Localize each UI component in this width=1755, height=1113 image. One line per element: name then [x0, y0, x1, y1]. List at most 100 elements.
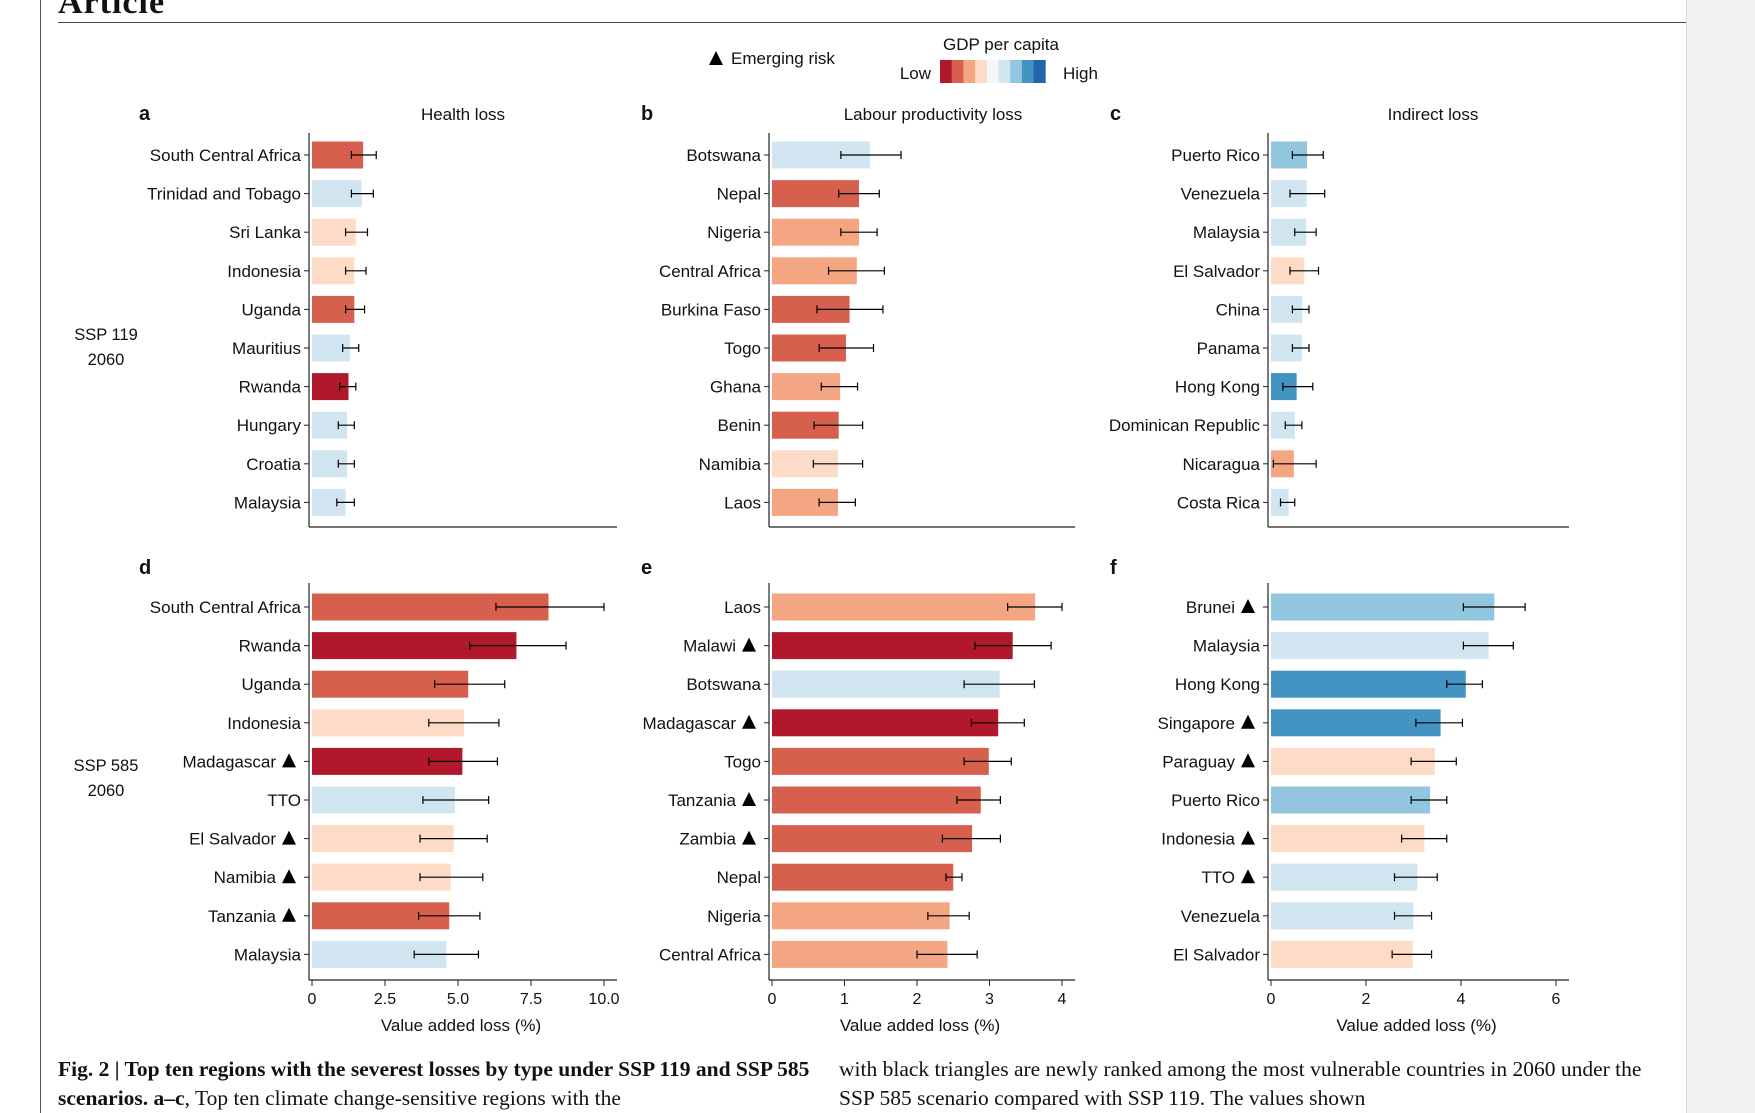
panel-b-category-5: Togo	[724, 339, 761, 358]
panel-d-emerging-triangle-icon-7	[282, 869, 296, 884]
legend-swatch-1	[951, 60, 964, 83]
panel-d-category-7: Namibia	[214, 868, 277, 887]
panel-f-emerging-triangle-icon-0	[1241, 599, 1255, 613]
panel-e-bar-7	[772, 863, 954, 891]
legend-swatch-8	[1033, 60, 1046, 83]
panel-d-emerging-triangle-icon-8	[282, 907, 296, 922]
right-margin-line	[1686, 0, 1687, 1113]
panel-f-category-0: Brunei	[1186, 598, 1235, 617]
panel-e-category-2: Botswana	[686, 675, 761, 694]
panel-c-letter: c	[1110, 103, 1121, 125]
panel-c-category-1: Venezuela	[1181, 185, 1261, 204]
panel-f-bar-4	[1271, 747, 1435, 775]
panel-d-xtick-label-4: 10.0	[588, 991, 619, 1008]
panel-e-emerging-triangle-icon-6	[742, 830, 756, 845]
panel-d-xtick-label-3: 7.5	[520, 991, 542, 1008]
panel-e-category-3: Madagascar	[642, 714, 736, 733]
panel-f-xtick-label-0: 0	[1267, 991, 1276, 1008]
panel-f-category-9: El Salvador	[1173, 945, 1260, 964]
panel-d-category-4: Madagascar	[182, 752, 276, 771]
panel-d-category-5: TTO	[267, 791, 301, 810]
panel-c-category-5: Panama	[1197, 339, 1261, 358]
panel-a-category-8: Croatia	[246, 455, 301, 474]
panel-a-title: Health loss	[421, 105, 505, 124]
caption-left-rest: , Top ten climate change-sensitive regio…	[184, 1086, 621, 1110]
panel-e-emerging-triangle-icon-5	[742, 792, 756, 806]
panel-b-title: Labour productivity loss	[844, 105, 1023, 124]
legend-high-label: High	[1063, 64, 1098, 83]
panel-d-category-1: Rwanda	[239, 637, 302, 656]
panel-f-category-5: Puerto Rico	[1171, 791, 1260, 810]
panel-f-xlabel: Value added loss (%)	[1336, 1016, 1496, 1035]
panel-b-category-3: Central Africa	[659, 262, 762, 281]
legend-swatch-6	[1010, 60, 1023, 83]
caption-left: Fig. 2 | Top ten regions with the severe…	[58, 1055, 818, 1113]
panel-d-emerging-triangle-icon-4	[282, 753, 296, 768]
panel-c-category-0: Puerto Rico	[1171, 146, 1260, 165]
scenario-top-year: 2060	[88, 351, 125, 369]
panel-c-category-4: China	[1216, 300, 1261, 319]
panel-b-category-6: Ghana	[710, 378, 762, 397]
panel-f-category-4: Paraguay	[1162, 752, 1235, 771]
panel-a-category-6: Rwanda	[239, 378, 302, 397]
panel-e-category-5: Tanzania	[668, 791, 737, 810]
panel-e-category-7: Nepal	[717, 868, 761, 887]
panel-d-xtick-label-0: 0	[308, 991, 317, 1008]
panel-b-category-8: Namibia	[699, 455, 762, 474]
panel-f-category-1: Malaysia	[1193, 637, 1261, 656]
panel-f-xtick-label-1: 2	[1362, 991, 1371, 1008]
scenario-bottom-year: 2060	[88, 782, 125, 800]
panel-a-category-2: Sri Lanka	[229, 223, 301, 242]
panel-c-category-2: Malaysia	[1193, 223, 1261, 242]
panel-f-bar-7	[1271, 863, 1418, 891]
panel-d-xlabel: Value added loss (%)	[381, 1016, 541, 1035]
panel-c-bar-9	[1271, 488, 1289, 516]
panel-d-category-0: South Central Africa	[150, 598, 302, 617]
panel-e-category-0: Laos	[724, 598, 761, 617]
legend-swatch-4	[986, 60, 999, 83]
panel-c-category-3: El Salvador	[1173, 262, 1260, 281]
panel-e-category-6: Zambia	[679, 830, 736, 849]
panel-f-bar-3	[1271, 709, 1441, 737]
panel-f-category-7: TTO	[1201, 868, 1235, 887]
panel-b-letter: b	[641, 103, 653, 125]
legend-triangle-icon	[709, 51, 723, 65]
panel-d-letter: d	[139, 557, 151, 579]
panel-d-category-9: Malaysia	[234, 945, 302, 964]
panel-e-bar-6	[772, 825, 973, 853]
panel-b-category-9: Laos	[724, 493, 761, 512]
panel-a-category-1: Trinidad and Tobago	[147, 185, 301, 204]
legend-swatch-5	[998, 60, 1011, 83]
panel-a-category-4: Uganda	[241, 300, 301, 319]
caption-right: with black triangles are newly ranked am…	[839, 1057, 1642, 1110]
panel-e-xtick-label-2: 2	[913, 991, 922, 1008]
panel-e-bar-0	[772, 593, 1036, 621]
panel-b-category-0: Botswana	[686, 146, 761, 165]
panel-f-emerging-triangle-icon-6	[1241, 830, 1255, 845]
panel-f-bar-8	[1271, 902, 1414, 930]
panel-e-bar-4	[772, 747, 989, 775]
panel-e-emerging-triangle-icon-3	[742, 714, 756, 729]
legend-swatch-0	[940, 60, 953, 83]
panel-f-emerging-triangle-icon-3	[1241, 714, 1255, 729]
panel-f-bar-0	[1271, 593, 1495, 621]
header-rule	[58, 22, 1686, 23]
panel-f-bar-2	[1271, 670, 1466, 698]
panel-e-category-1: Malawi	[683, 637, 736, 656]
panel-f-letter: f	[1110, 557, 1117, 579]
panel-c-category-9: Costa Rica	[1177, 493, 1261, 512]
panel-f-category-2: Hong Kong	[1175, 675, 1260, 694]
panel-a-category-5: Mauritius	[232, 339, 301, 358]
panel-c-category-8: Nicaragua	[1183, 455, 1261, 474]
panel-b-category-2: Nigeria	[707, 223, 761, 242]
legend-swatch-7	[1021, 60, 1034, 83]
panel-a-letter: a	[139, 103, 151, 125]
legend-swatch-3	[975, 60, 988, 83]
legend-swatch-2	[963, 60, 976, 83]
figure-chart: Emerging risk GDP per capita Low High SSP 11…	[74, 35, 1569, 1035]
panel-d-category-8: Tanzania	[208, 907, 277, 926]
panel-f-emerging-triangle-icon-4	[1241, 753, 1255, 768]
panel-b-category-4: Burkina Faso	[661, 300, 761, 319]
legend-gdp-title: GDP per capita	[943, 35, 1059, 54]
